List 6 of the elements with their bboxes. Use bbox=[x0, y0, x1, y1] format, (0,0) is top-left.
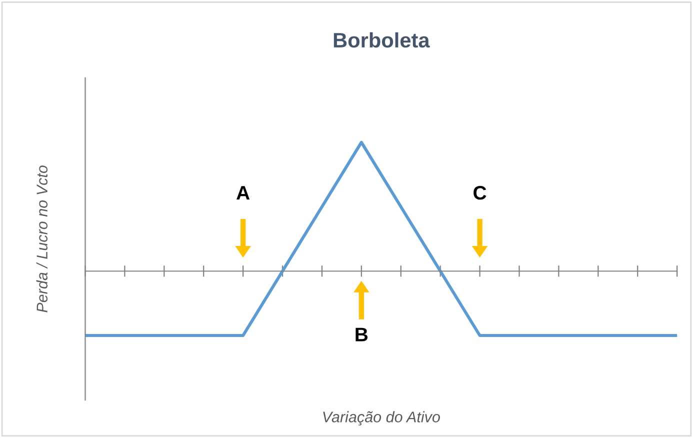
annotation: B bbox=[356, 328, 368, 342]
chart-title: Borboleta bbox=[334, 32, 430, 48]
annotation: A bbox=[236, 186, 250, 200]
annotation: C bbox=[474, 186, 486, 200]
y-axis-title: Perda / Lucro no Vcto bbox=[36, 166, 48, 312]
x-axis-title: Variação do Ativo bbox=[323, 411, 440, 426]
